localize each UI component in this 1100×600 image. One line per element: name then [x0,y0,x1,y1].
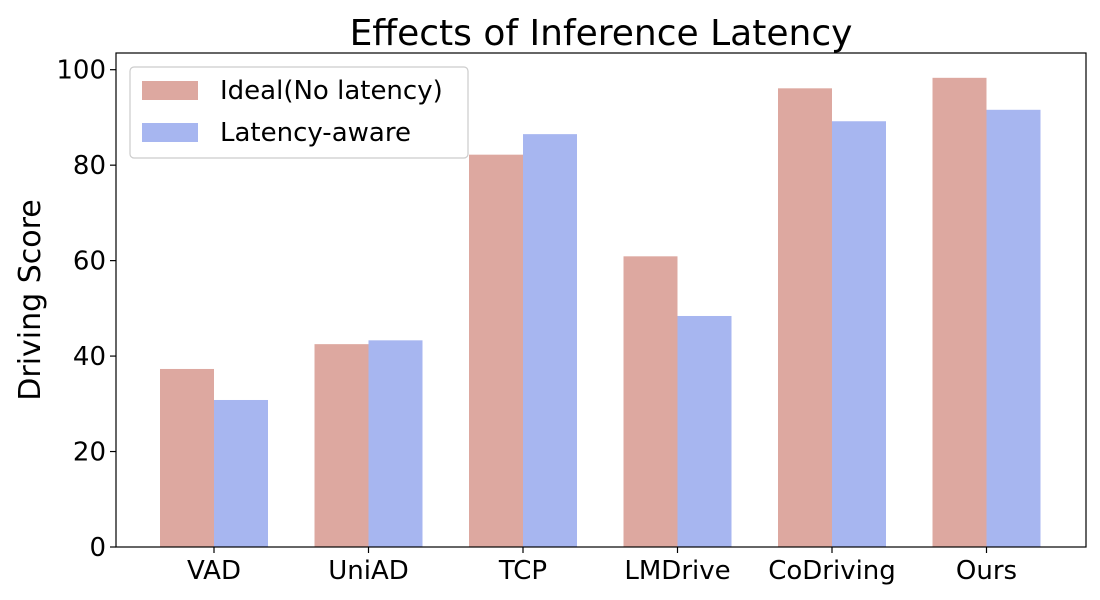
x-tick-label-codriving: CoDriving [768,556,896,586]
y-tick-label-80: 80 [73,151,106,181]
legend-label-ideal: Ideal(No latency) [220,76,443,106]
y-tick-label-40: 40 [73,342,106,372]
bar-codriving-ideal-no-latency [778,88,832,547]
bar-uniad-latency-aware [368,340,423,547]
y-tick-label-60: 60 [73,247,106,277]
x-tick-label-uniad: UniAD [328,556,409,586]
bar-tcp-ideal-no-latency [469,154,523,548]
bar-tcp-latency-aware [523,134,577,548]
x-tick-label-tcp: TCP [498,556,547,586]
x-tick-label-ours: Ours [956,556,1017,586]
y-tick-label-100: 100 [56,56,106,86]
chart-title: Effects of Inference Latency [350,13,853,54]
legend: Ideal(No latency) Latency-aware [129,66,469,159]
y-tick-label-20: 20 [73,438,106,468]
y-tick-label-0: 0 [89,533,106,563]
legend-swatch-ideal [142,81,198,100]
bars-group [160,77,1041,548]
legend-swatch-latency-aware [142,123,198,142]
bar-uniad-ideal-no-latency [314,344,369,547]
bar-lmdrive-ideal-no-latency [623,256,678,547]
bar-vad-ideal-no-latency [160,368,214,547]
plot-area-frame [115,52,1087,548]
bar-vad-latency-aware [214,399,268,547]
legend-box [129,66,469,159]
y-axis-ticks: 0 20 40 60 80 100 [56,56,116,563]
bar-codriving-latency-aware [832,121,886,547]
legend-label-latency-aware: Latency-aware [220,118,411,148]
x-tick-label-lmdrive: LMDrive [624,556,730,586]
x-axis-ticks: VAD UniAD TCP LMDrive CoDriving Ours [187,547,1017,586]
bar-ours-ideal-no-latency [932,77,987,547]
y-axis-label: Driving Score [13,199,48,400]
x-tick-label-vad: VAD [187,556,241,586]
bar-ours-latency-aware [986,109,1041,547]
bar-lmdrive-latency-aware [677,315,732,547]
